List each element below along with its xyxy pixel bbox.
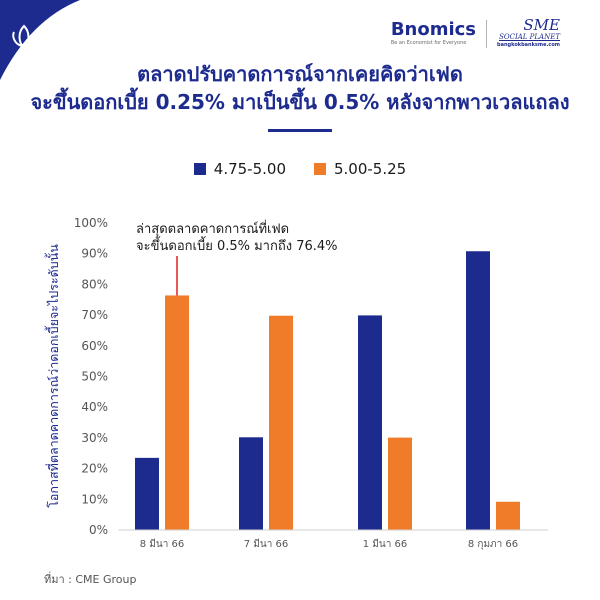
bar-series-2-cat-4: [496, 501, 520, 530]
y-tick-label: 80%: [81, 277, 108, 291]
chart-legend: 4.75-5.00 5.00-5.25: [0, 160, 600, 178]
bar-series-1-cat-2: [239, 437, 263, 530]
chart-bars: [135, 251, 520, 530]
y-tick-label: 30%: [81, 431, 108, 445]
y-tick-label: 60%: [81, 339, 108, 353]
legend-swatch-series-2: [314, 163, 326, 175]
bnomics-logo-text: Bnomics: [390, 19, 477, 40]
y-tick-label: 50%: [81, 370, 108, 384]
x-tick-label: 1 มีนา 66: [363, 538, 408, 550]
legend-label-series-1: 4.75-5.00: [213, 160, 286, 178]
title-underline: [268, 129, 332, 132]
legend-swatch-series-1: [193, 163, 206, 175]
bar-series-2-cat-3: [388, 437, 412, 530]
title-line-1: ตลาดปรับคาดการณ์จากเคยคิดว่าเฟด: [137, 62, 463, 86]
bnomics-tagline: Be an Economist for Everyone: [390, 40, 467, 46]
legend-label-series-2: 5.00-5.25: [334, 160, 407, 178]
y-tick-label: 40%: [81, 400, 108, 414]
corner-shape: [0, 0, 80, 80]
brand-divider: [486, 19, 488, 48]
annotation-text-line-2: จะขึ้นดอกเบี้ย 0.5% มากถึง 76.4%: [136, 236, 338, 254]
x-tick-label: 8 มีนา 66: [140, 538, 185, 550]
sme-logo-subtitle: SOCIAL PLANET: [499, 33, 560, 41]
bar-series-2-cat-1: [165, 295, 189, 530]
legend-item-series-1: 4.75-5.00: [193, 160, 286, 178]
corner-logo: [0, 0, 80, 80]
page-title: ตลาดปรับคาดการณ์จากเคยคิดว่าเฟด จะขึ้นดอ…: [0, 60, 600, 116]
y-axis-title: โอกาสที่ตลาดคาดการณ์ว่าดอกเบี้ยจะไประดับ…: [44, 244, 61, 508]
bar-series-1-cat-3: [358, 315, 382, 530]
brand-logos: Bnomics Be an Economist for Everyone SME…: [391, 18, 560, 49]
bar-series-1-cat-4: [466, 251, 490, 530]
y-tick-label: 100%: [74, 216, 108, 230]
bar-series-2-cat-2: [269, 315, 293, 530]
y-tick-label: 0%: [89, 523, 108, 537]
y-tick-label: 20%: [81, 462, 108, 476]
sme-logo-text: SME: [523, 16, 560, 34]
x-axis-labels: 8 มีนา 66 7 มีนา 66 1 มีนา 66 8 กุมภา 66: [140, 538, 518, 550]
legend-item-series-2: 5.00-5.25: [314, 160, 406, 178]
bnomics-logo: Bnomics Be an Economist for Everyone: [391, 20, 476, 47]
source-note: ที่มา : CME Group: [44, 573, 137, 586]
x-tick-label: 7 มีนา 66: [244, 538, 289, 550]
y-tick-label: 70%: [81, 308, 108, 322]
y-tick-label: 90%: [81, 247, 108, 261]
sme-logo: SME SOCIAL PLANET bangkokbanksme.com: [497, 18, 560, 49]
sme-logo-url: bangkokbanksme.com: [497, 42, 560, 48]
y-axis-ticks: 0% 10% 20% 30% 40% 50% 60% 70% 80% 90% 100%: [74, 216, 108, 537]
y-tick-label: 10%: [81, 492, 108, 506]
x-tick-label: 8 กุมภา 66: [468, 539, 518, 550]
title-line-2: จะขึ้นดอกเบี้ย 0.25% มาเป็นขึ้น 0.5% หลั…: [30, 90, 570, 114]
lotus-icon: [12, 24, 36, 50]
bar-series-1-cat-1: [135, 457, 159, 530]
annotation-text-line-1: ล่าสุดตลาดคาดการณ์ที่เฟด: [136, 220, 289, 237]
